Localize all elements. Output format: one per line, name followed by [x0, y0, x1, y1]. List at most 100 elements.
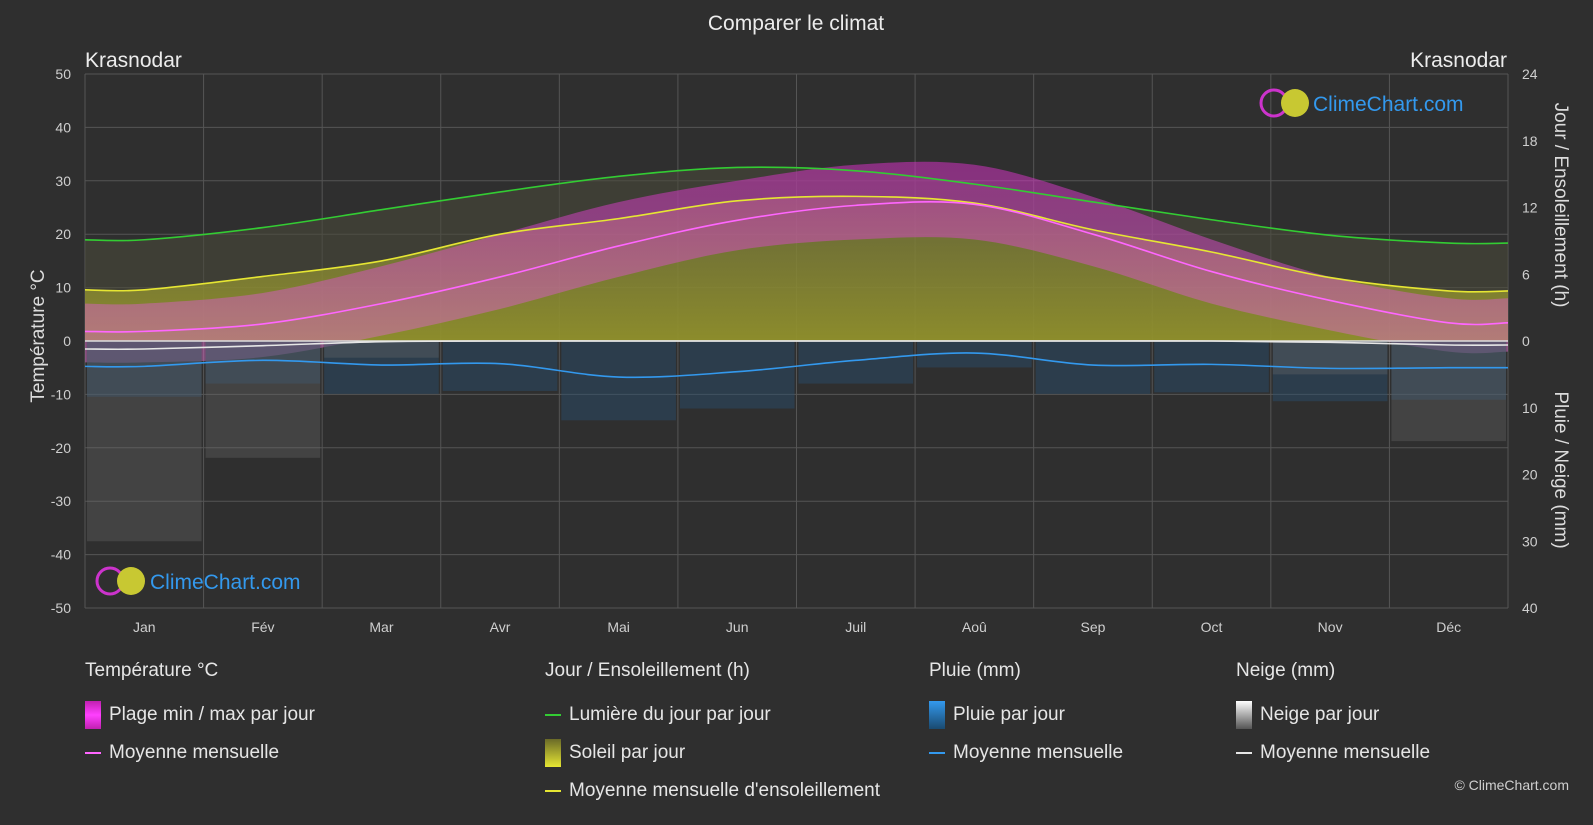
legend-snow-title: Neige (mm)	[1236, 660, 1336, 681]
x-tick: Jun	[726, 619, 749, 635]
legend-snow: Neige (mm) Neige par jour Moyenne mensue…	[1236, 660, 1430, 772]
y-left-tick: -10	[51, 386, 71, 402]
snow-bar	[324, 341, 439, 358]
y-right-tick: 40	[1522, 600, 1538, 616]
x-tick: Fév	[251, 619, 274, 635]
sunshine-mean-line	[84, 195, 1509, 293]
legend-label: Lumière du jour par jour	[569, 704, 771, 725]
y-right-tick: 12	[1522, 200, 1538, 216]
legend-label: Moyenne mensuelle d'ensoleillement	[569, 780, 880, 801]
legend-label: Soleil par jour	[569, 742, 686, 763]
y-left-label: Température °C	[28, 269, 49, 402]
rain-bar	[324, 341, 439, 394]
rain-bar	[442, 341, 558, 391]
data-lines	[84, 166, 1509, 379]
y-left-tick: 40	[55, 119, 71, 135]
legend-rain-title: Pluie (mm)	[929, 660, 1021, 681]
snow-bar	[87, 341, 202, 542]
copyright: © ClimeChart.com	[1454, 777, 1569, 793]
snow-mean-line	[84, 340, 1509, 351]
temp-mean-line	[84, 201, 1509, 333]
x-tick: Avr	[490, 619, 511, 635]
y-right-tick: 30	[1522, 533, 1538, 549]
temp-range-swatch	[85, 701, 101, 729]
x-tick: Mar	[369, 619, 393, 635]
snow-swatch	[1236, 701, 1252, 729]
logo-bottom: ClimeChart.com	[95, 566, 301, 596]
legend-label: Moyenne mensuelle	[1260, 742, 1431, 763]
daylight-swatch	[545, 714, 561, 716]
x-tick: Jan	[133, 619, 156, 635]
legend-item: Lumière du jour par jour	[545, 696, 880, 734]
x-tick: Mai	[607, 619, 630, 635]
legend-temp-title: Température °C	[85, 660, 219, 681]
legend-item: Moyenne mensuelle	[85, 734, 315, 772]
y-right-tick: 6	[1522, 266, 1530, 282]
y-left-tick: -40	[51, 547, 71, 563]
rain-bar	[798, 341, 914, 384]
y-right-tick: 0	[1522, 333, 1530, 349]
y-right-tick: 20	[1522, 467, 1538, 483]
legend-item: Neige par jour	[1236, 696, 1430, 734]
legend-sun: Jour / Ensoleillement (h) Lumière du jou…	[545, 660, 880, 810]
legend-item: Moyenne mensuelle d'ensoleillement	[545, 772, 880, 810]
snow-mean-swatch	[1236, 752, 1252, 754]
logo-top: ClimeChart.com	[1259, 88, 1464, 118]
rain-bar	[561, 341, 676, 421]
legend-item: Soleil par jour	[545, 734, 880, 772]
y-left-tick: -30	[51, 493, 71, 509]
legend-label: Pluie par jour	[953, 704, 1065, 725]
location-left: Krasnodar	[85, 49, 182, 72]
logo-sun-icon	[117, 567, 145, 595]
y-left-tick: 50	[55, 66, 71, 82]
temp-mean-swatch	[85, 752, 101, 754]
sunshine-swatch	[545, 739, 561, 767]
watermark-bottom: ClimeChart.com	[150, 571, 301, 594]
snow-bar	[205, 341, 321, 458]
temp-range-area	[85, 161, 1508, 363]
sunshine-mean-swatch	[545, 790, 561, 792]
y-right-bottom-label: Pluie / Neige (mm)	[1550, 391, 1571, 548]
snow-bar	[1272, 341, 1388, 375]
y-left-tick: 0	[63, 333, 71, 349]
legend-temp: Température °C Plage min / max par jour …	[85, 660, 315, 772]
legend-item: Plage min / max par jour	[85, 696, 315, 734]
rain-bar	[87, 341, 202, 397]
snow-bar	[1391, 341, 1506, 442]
data-bands	[85, 161, 1508, 542]
x-tick: Sep	[1080, 619, 1105, 635]
legend-label: Plage min / max par jour	[109, 704, 315, 725]
daylight-line	[84, 166, 1509, 245]
legend-item: Moyenne mensuelle	[929, 734, 1123, 772]
rain-bar	[1154, 341, 1269, 393]
rain-bar	[1272, 341, 1388, 402]
rain-swatch	[929, 701, 945, 729]
y-right-tick: 18	[1522, 133, 1538, 149]
watermark-top: ClimeChart.com	[1313, 93, 1464, 116]
x-tick: Aoû	[962, 619, 987, 635]
rain-bar	[1035, 341, 1151, 394]
legend-sun-title: Jour / Ensoleillement (h)	[545, 660, 750, 681]
rain-mean-line	[84, 352, 1509, 379]
legend-label: Moyenne mensuelle	[109, 742, 280, 763]
legend-label: Moyenne mensuelle	[953, 742, 1124, 763]
x-tick: Nov	[1318, 619, 1343, 635]
y-left-tick: 10	[55, 280, 71, 296]
y-right-top-label: Jour / Ensoleillement (h)	[1550, 103, 1571, 308]
logo-sun-icon	[1281, 89, 1309, 117]
y-left-tick: 30	[55, 173, 71, 189]
location-right: Krasnodar	[1410, 49, 1507, 72]
legend-item: Moyenne mensuelle	[1236, 734, 1430, 772]
x-tick: Juil	[845, 619, 866, 635]
y-left-tick: -20	[51, 440, 71, 456]
y-right-tick: 24	[1522, 66, 1538, 82]
rain-mean-swatch	[929, 752, 945, 754]
legend-rain: Pluie (mm) Pluie par jour Moyenne mensue…	[929, 660, 1123, 772]
chart-title: Comparer le climat	[708, 12, 884, 35]
legend-label: Neige par jour	[1260, 704, 1380, 725]
rain-bar	[1391, 341, 1506, 400]
y-left-tick: 20	[55, 226, 71, 242]
legend-item: Pluie par jour	[929, 696, 1123, 734]
y-right-tick: 10	[1522, 400, 1538, 416]
